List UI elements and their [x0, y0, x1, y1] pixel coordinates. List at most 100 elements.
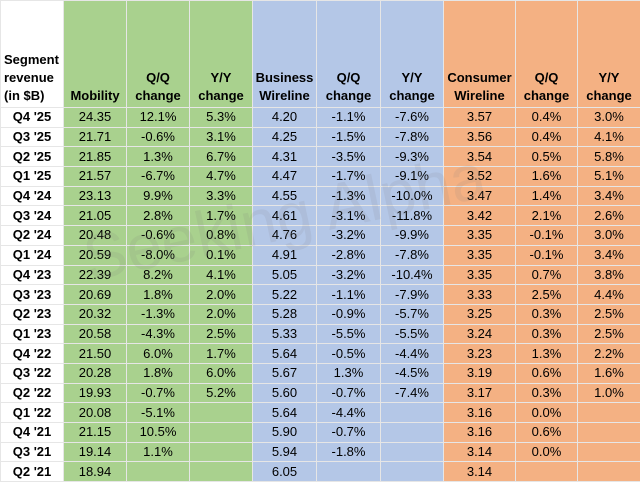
- cell: -3.1%: [317, 206, 381, 226]
- cell: 20.32: [64, 304, 127, 324]
- cell: -0.1%: [516, 245, 578, 265]
- cell: 2.6%: [578, 206, 640, 226]
- cell: 21.05: [64, 206, 127, 226]
- cell: -5.5%: [381, 324, 444, 344]
- cell: 0.3%: [516, 304, 578, 324]
- row-label: Q3 '24: [1, 206, 64, 226]
- cell: 3.52: [444, 167, 516, 187]
- cell: 4.55: [253, 186, 317, 206]
- cell: 21.15: [64, 423, 127, 443]
- column-header: Mobility: [64, 1, 127, 108]
- cell: 3.3%: [190, 186, 253, 206]
- cell: -7.8%: [381, 127, 444, 147]
- cell: 1.8%: [127, 363, 190, 383]
- cell: 5.22: [253, 285, 317, 305]
- cell: 3.25: [444, 304, 516, 324]
- cell: 5.67: [253, 363, 317, 383]
- cell: 5.05: [253, 265, 317, 285]
- cell: -7.9%: [381, 285, 444, 305]
- cell: 5.33: [253, 324, 317, 344]
- cell: 21.71: [64, 127, 127, 147]
- cell: 0.0%: [516, 403, 578, 423]
- cell: 1.8%: [127, 285, 190, 305]
- cell: 0.1%: [190, 245, 253, 265]
- cell: 5.94: [253, 442, 317, 462]
- cell: 2.5%: [190, 324, 253, 344]
- cell: [381, 423, 444, 443]
- cell: 2.5%: [578, 324, 640, 344]
- cell: 0.5%: [516, 147, 578, 167]
- cell: 20.48: [64, 226, 127, 246]
- cell: 3.8%: [578, 265, 640, 285]
- cell: 21.85: [64, 147, 127, 167]
- cell: 3.14: [444, 442, 516, 462]
- cell: -7.8%: [381, 245, 444, 265]
- cell: 0.7%: [516, 265, 578, 285]
- cell: -10.0%: [381, 186, 444, 206]
- cell: 3.14: [444, 462, 516, 482]
- column-header: Y/Y change: [190, 1, 253, 108]
- cell: 4.1%: [190, 265, 253, 285]
- cell: 5.3%: [190, 108, 253, 128]
- cell: -1.3%: [127, 304, 190, 324]
- cell: 19.14: [64, 442, 127, 462]
- column-header: Y/Y change: [578, 1, 640, 108]
- cell: -1.5%: [317, 127, 381, 147]
- row-label: Q1 '25: [1, 167, 64, 187]
- cell: -4.4%: [317, 403, 381, 423]
- cell: [190, 442, 253, 462]
- cell: -3.2%: [317, 226, 381, 246]
- cell: 3.35: [444, 265, 516, 285]
- cell: 0.4%: [516, 108, 578, 128]
- cell: 4.76: [253, 226, 317, 246]
- cell: -10.4%: [381, 265, 444, 285]
- cell: [190, 423, 253, 443]
- cell: -9.1%: [381, 167, 444, 187]
- cell: -0.5%: [317, 344, 381, 364]
- cell: [578, 462, 640, 482]
- cell: 2.2%: [578, 344, 640, 364]
- row-label: Q1 '23: [1, 324, 64, 344]
- cell: -5.1%: [127, 403, 190, 423]
- cell: 1.3%: [317, 363, 381, 383]
- row-label: Q4 '23: [1, 265, 64, 285]
- cell: -0.7%: [317, 383, 381, 403]
- cell: 0.6%: [516, 363, 578, 383]
- cell: -5.5%: [317, 324, 381, 344]
- cell: 9.9%: [127, 186, 190, 206]
- row-label: Q1 '22: [1, 403, 64, 423]
- cell: 3.23: [444, 344, 516, 364]
- column-header: Consumer Wireline: [444, 1, 516, 108]
- row-label: Q2 '21: [1, 462, 64, 482]
- row-label: Q3 '22: [1, 363, 64, 383]
- cell: 0.8%: [190, 226, 253, 246]
- cell: -4.4%: [381, 344, 444, 364]
- cell: [578, 423, 640, 443]
- cell: 1.1%: [127, 442, 190, 462]
- cell: 6.0%: [127, 344, 190, 364]
- row-label: Q4 '22: [1, 344, 64, 364]
- cell: 2.0%: [190, 304, 253, 324]
- cell: 2.8%: [127, 206, 190, 226]
- cell: -6.7%: [127, 167, 190, 187]
- column-header: Q/Q change: [127, 1, 190, 108]
- cell: 3.56: [444, 127, 516, 147]
- row-label: Q2 '22: [1, 383, 64, 403]
- column-header: Q/Q change: [516, 1, 578, 108]
- cell: 23.13: [64, 186, 127, 206]
- cell: 6.0%: [190, 363, 253, 383]
- cell: -9.3%: [381, 147, 444, 167]
- cell: 5.28: [253, 304, 317, 324]
- cell: 4.20: [253, 108, 317, 128]
